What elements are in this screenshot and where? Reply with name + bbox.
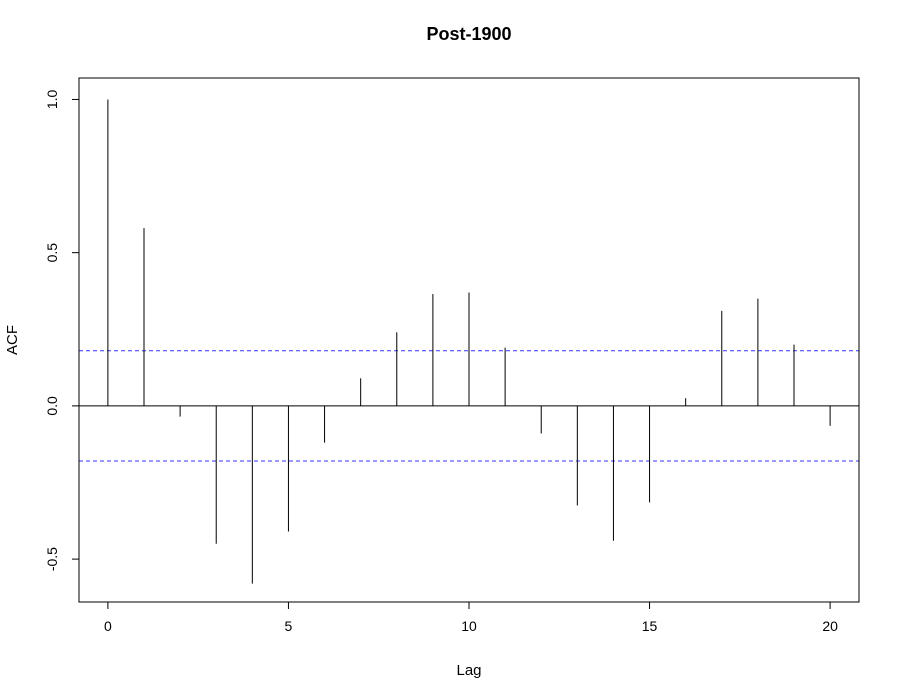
plot-area (79, 99, 859, 584)
x-tick-label: 15 (642, 618, 658, 634)
y-tick-label: -0.5 (44, 547, 60, 571)
y-tick-label: 0.0 (44, 396, 60, 416)
y-tick-label: 0.5 (44, 243, 60, 263)
y-axis: -0.5 0.0 0.5 1.0 (44, 90, 80, 571)
x-axis: 0 5 10 15 20 (104, 601, 838, 634)
x-tick-label: 5 (285, 618, 293, 634)
x-axis-label: Lag (456, 662, 481, 679)
x-tick-label: 0 (104, 618, 112, 634)
y-tick-label: 1.0 (44, 90, 60, 110)
x-tick-label: 10 (461, 618, 477, 634)
x-tick-label: 20 (822, 618, 838, 634)
chart-title: Post-1900 (426, 24, 511, 44)
y-axis-label: ACF (4, 325, 21, 355)
